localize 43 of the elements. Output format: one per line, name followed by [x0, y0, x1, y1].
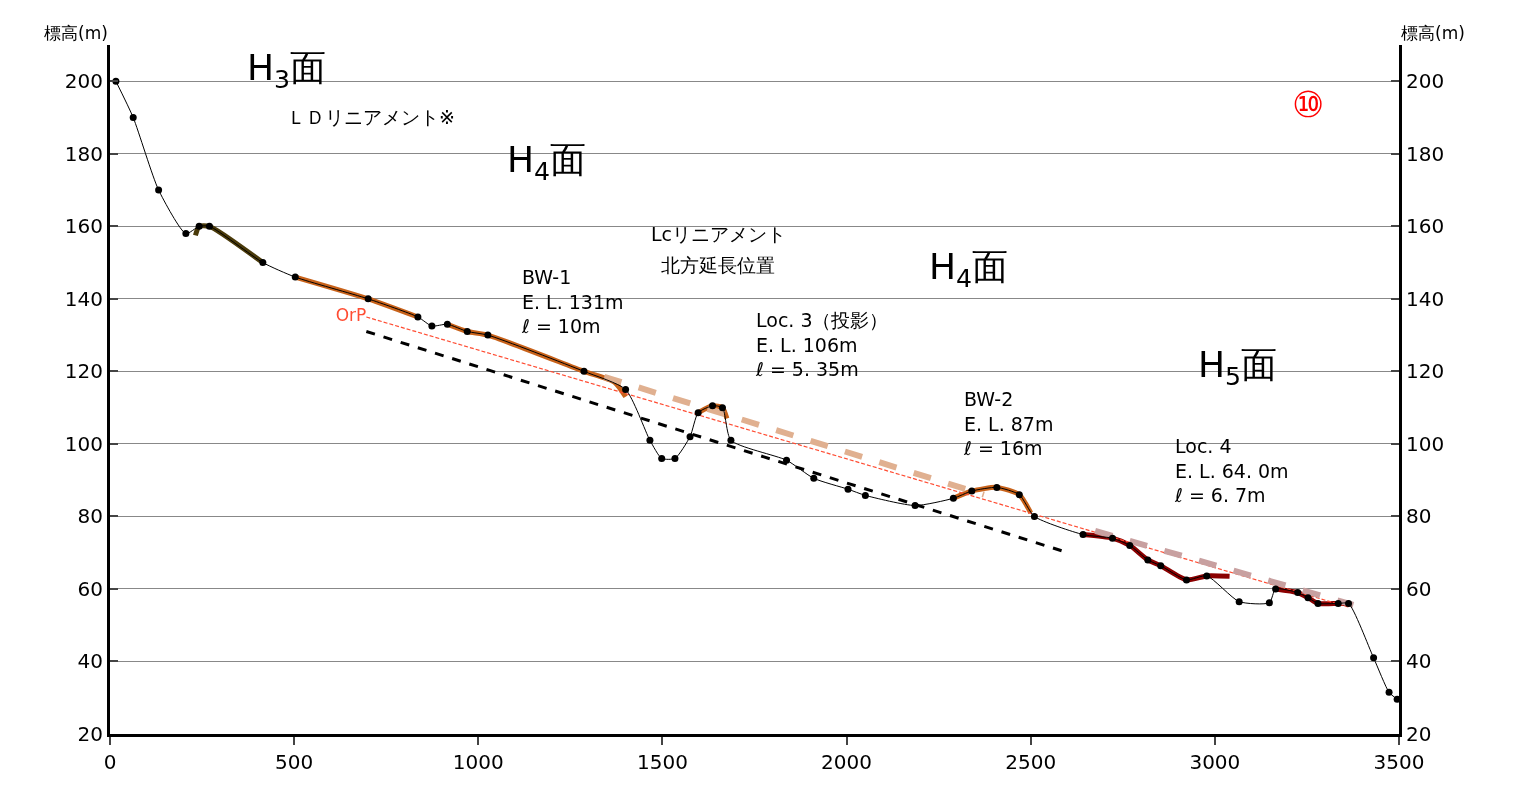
- annotation: H$_{3}$面: [247, 47, 327, 94]
- y-tick-label: 180: [64, 141, 103, 166]
- y2-tick-label: 200: [1406, 69, 1445, 94]
- x-tick-label: 2000: [821, 750, 873, 774]
- y2-tick-label: 180: [1406, 141, 1445, 166]
- y2-tick-label: 160: [1406, 214, 1445, 239]
- x-tick-label: 500: [275, 750, 314, 774]
- y2-tick-label: 60: [1406, 576, 1432, 601]
- x-tick-label: 3000: [1189, 750, 1241, 774]
- annotation: H$_{5}$面: [1198, 344, 1278, 391]
- y-axis-title: 標高(m): [44, 23, 108, 43]
- y-tick-label: 20: [77, 722, 103, 746]
- y-tick-label: 160: [64, 214, 103, 239]
- annotation: Loc. 4 E. L. 64. 0m ℓ = 6. 7m: [1174, 435, 1289, 507]
- y-tick-label: 200: [64, 69, 103, 94]
- y-tick-label: 40: [77, 649, 103, 674]
- annotation: H$_{4}$面: [929, 246, 1009, 293]
- series-label: OrP: [335, 305, 367, 326]
- y-tick-label: 140: [64, 286, 103, 311]
- annotation: ＬＤリニアメント※: [287, 106, 455, 128]
- y2-axis-title: 標高(m): [1401, 23, 1465, 43]
- y-tick-label: 60: [77, 576, 103, 601]
- y2-tick-label: 40: [1406, 649, 1432, 674]
- y2-tick-label: 20: [1406, 722, 1432, 746]
- y2-tick-label: 80: [1406, 504, 1432, 529]
- annotation: BW-2 E. L. 87m ℓ = 16m: [963, 388, 1054, 460]
- annotation: ⑩: [1292, 84, 1325, 125]
- x-tick-label: 0: [103, 750, 117, 774]
- x-tick-label: 1000: [452, 750, 504, 774]
- x-tick-label: 2500: [1005, 750, 1057, 774]
- x-tick-label: 3500: [1373, 750, 1425, 774]
- y2-tick-label: 100: [1406, 431, 1445, 456]
- y-tick-label: 80: [77, 504, 103, 529]
- y-tick-label: 100: [64, 431, 103, 456]
- annotation: 北方延長位置: [661, 254, 775, 276]
- y2-tick-label: 120: [1406, 359, 1445, 384]
- annotation: H$_{4}$面: [507, 139, 587, 186]
- y2-tick-label: 140: [1406, 286, 1445, 311]
- x-tick-label: 1500: [636, 750, 688, 774]
- annotation: BW-1 E. L. 131m ℓ = 10m: [521, 266, 624, 338]
- y-tick-label: 120: [64, 359, 103, 384]
- annotation: Loc. 3（投影） E. L. 106m ℓ = 5. 35m: [755, 309, 889, 381]
- annotation: Lcリニアメント: [651, 223, 787, 245]
